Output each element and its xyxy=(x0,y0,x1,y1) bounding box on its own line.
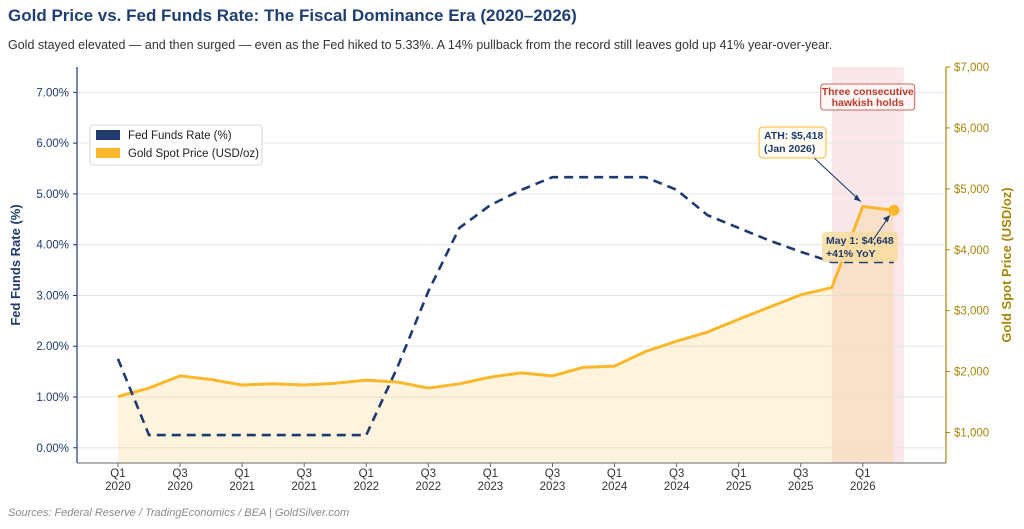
ath-annotation-line2: (Jan 2026) xyxy=(764,143,815,155)
x-tick-label-year: 2023 xyxy=(478,481,504,493)
legend-gold-swatch xyxy=(96,148,120,158)
may-arrow-head xyxy=(882,215,890,223)
x-tick-label-year: 2021 xyxy=(291,481,317,493)
legend: Fed Funds Rate (%) Gold Spot Price (USD/o… xyxy=(89,124,263,166)
legend-gold-label: Gold Spot Price (USD/oz) xyxy=(128,148,259,160)
latest-gold-marker xyxy=(888,204,900,216)
fed-funds-line xyxy=(116,175,894,437)
x-tick-label-year: 2022 xyxy=(416,481,442,493)
left-tick-label: 7.00% xyxy=(36,87,69,99)
right-tick-label: $6,000 xyxy=(954,123,989,135)
x-tick-label-year: 2021 xyxy=(229,481,255,493)
legend-fed-swatch xyxy=(96,130,120,140)
x-tick-label-year: 2023 xyxy=(540,481,566,493)
chart-title: Gold Price vs. Fed Funds Rate: The Fisca… xyxy=(8,6,577,25)
x-tick-label-year: 2024 xyxy=(602,481,628,493)
right-axis-title: Gold Spot Price (USD/oz) xyxy=(999,187,1014,342)
x-tick-label-quarter: Q3 xyxy=(172,468,187,480)
hawkish-label-box xyxy=(820,83,916,111)
right-tick-label: $1,000 xyxy=(954,428,989,440)
hawkish-label-line1: Three consecutive xyxy=(822,86,914,98)
right-tick-label: $5,000 xyxy=(954,184,989,196)
chart-subtitle: Gold stayed elevated — and then surged —… xyxy=(8,38,833,52)
ath-annotation-box xyxy=(758,126,827,159)
x-tick-label-quarter: Q3 xyxy=(793,468,808,480)
left-tick-label: 2.00% xyxy=(36,341,69,353)
series-lines-layer xyxy=(116,175,900,437)
legend-box xyxy=(89,124,263,166)
x-tick-label-quarter: Q3 xyxy=(545,468,560,480)
gold-area-layer xyxy=(117,206,894,463)
x-tick-label-quarter: Q1 xyxy=(731,468,746,480)
left-tick-label: 6.00% xyxy=(36,138,69,150)
left-tick-label: 5.00% xyxy=(36,189,69,201)
left-tick-label: 4.00% xyxy=(36,240,69,252)
x-tick-label-year: 2020 xyxy=(105,481,131,493)
right-tick-label: $3,000 xyxy=(954,306,989,318)
axes-layer: 0.00% 1.00% 2.00% 3.00% 4.00% 5.00% 6.00% 7.00%… xyxy=(8,62,1014,493)
x-tick-label-quarter: Q1 xyxy=(359,468,374,480)
x-tick-label-year: 2025 xyxy=(726,481,752,493)
x-tick-label-quarter: Q1 xyxy=(110,468,125,480)
may-annotation-line2: +41% YoY xyxy=(826,248,876,260)
legend-fed-label: Fed Funds Rate (%) xyxy=(128,130,232,142)
x-tick-label-year: 2022 xyxy=(353,481,379,493)
may-annotation-line1: May 1: $4,648 xyxy=(826,235,894,247)
gold-area-fill xyxy=(117,206,894,463)
x-tick-label-quarter: Q1 xyxy=(607,468,622,480)
x-tick-label-year: 2024 xyxy=(664,481,690,493)
gold-price-line xyxy=(117,205,895,399)
x-tick-label-quarter: Q3 xyxy=(297,468,312,480)
right-tick-label: $2,000 xyxy=(954,367,989,379)
right-tick-label: $7,000 xyxy=(954,62,989,74)
left-axis-title: Fed Funds Rate (%) xyxy=(8,204,23,325)
ath-arrow-head xyxy=(853,194,861,202)
x-tick-label-year: 2026 xyxy=(850,481,876,493)
x-tick-label-quarter: Q3 xyxy=(421,468,436,480)
source-note: Sources: Federal Reserve / TradingEconom… xyxy=(8,507,350,519)
ath-arrow-line xyxy=(811,155,862,202)
x-tick-label-quarter: Q1 xyxy=(234,468,249,480)
x-tick-label-year: 2020 xyxy=(167,481,193,493)
may-annotation-box xyxy=(822,232,898,262)
hawkish-label-line2: hawkish holds xyxy=(832,97,905,109)
x-tick-label-quarter: Q1 xyxy=(483,468,498,480)
left-tick-label: 3.00% xyxy=(36,290,69,302)
x-tick-label-quarter: Q1 xyxy=(855,468,870,480)
left-tick-label: 1.00% xyxy=(36,392,69,404)
right-tick-label: $4,000 xyxy=(954,245,989,257)
x-tick-label-quarter: Q3 xyxy=(669,468,684,480)
ath-annotation-line1: ATH: $5,418 xyxy=(764,130,823,142)
left-tick-label: 0.00% xyxy=(36,443,69,455)
x-tick-label-year: 2025 xyxy=(788,481,814,493)
